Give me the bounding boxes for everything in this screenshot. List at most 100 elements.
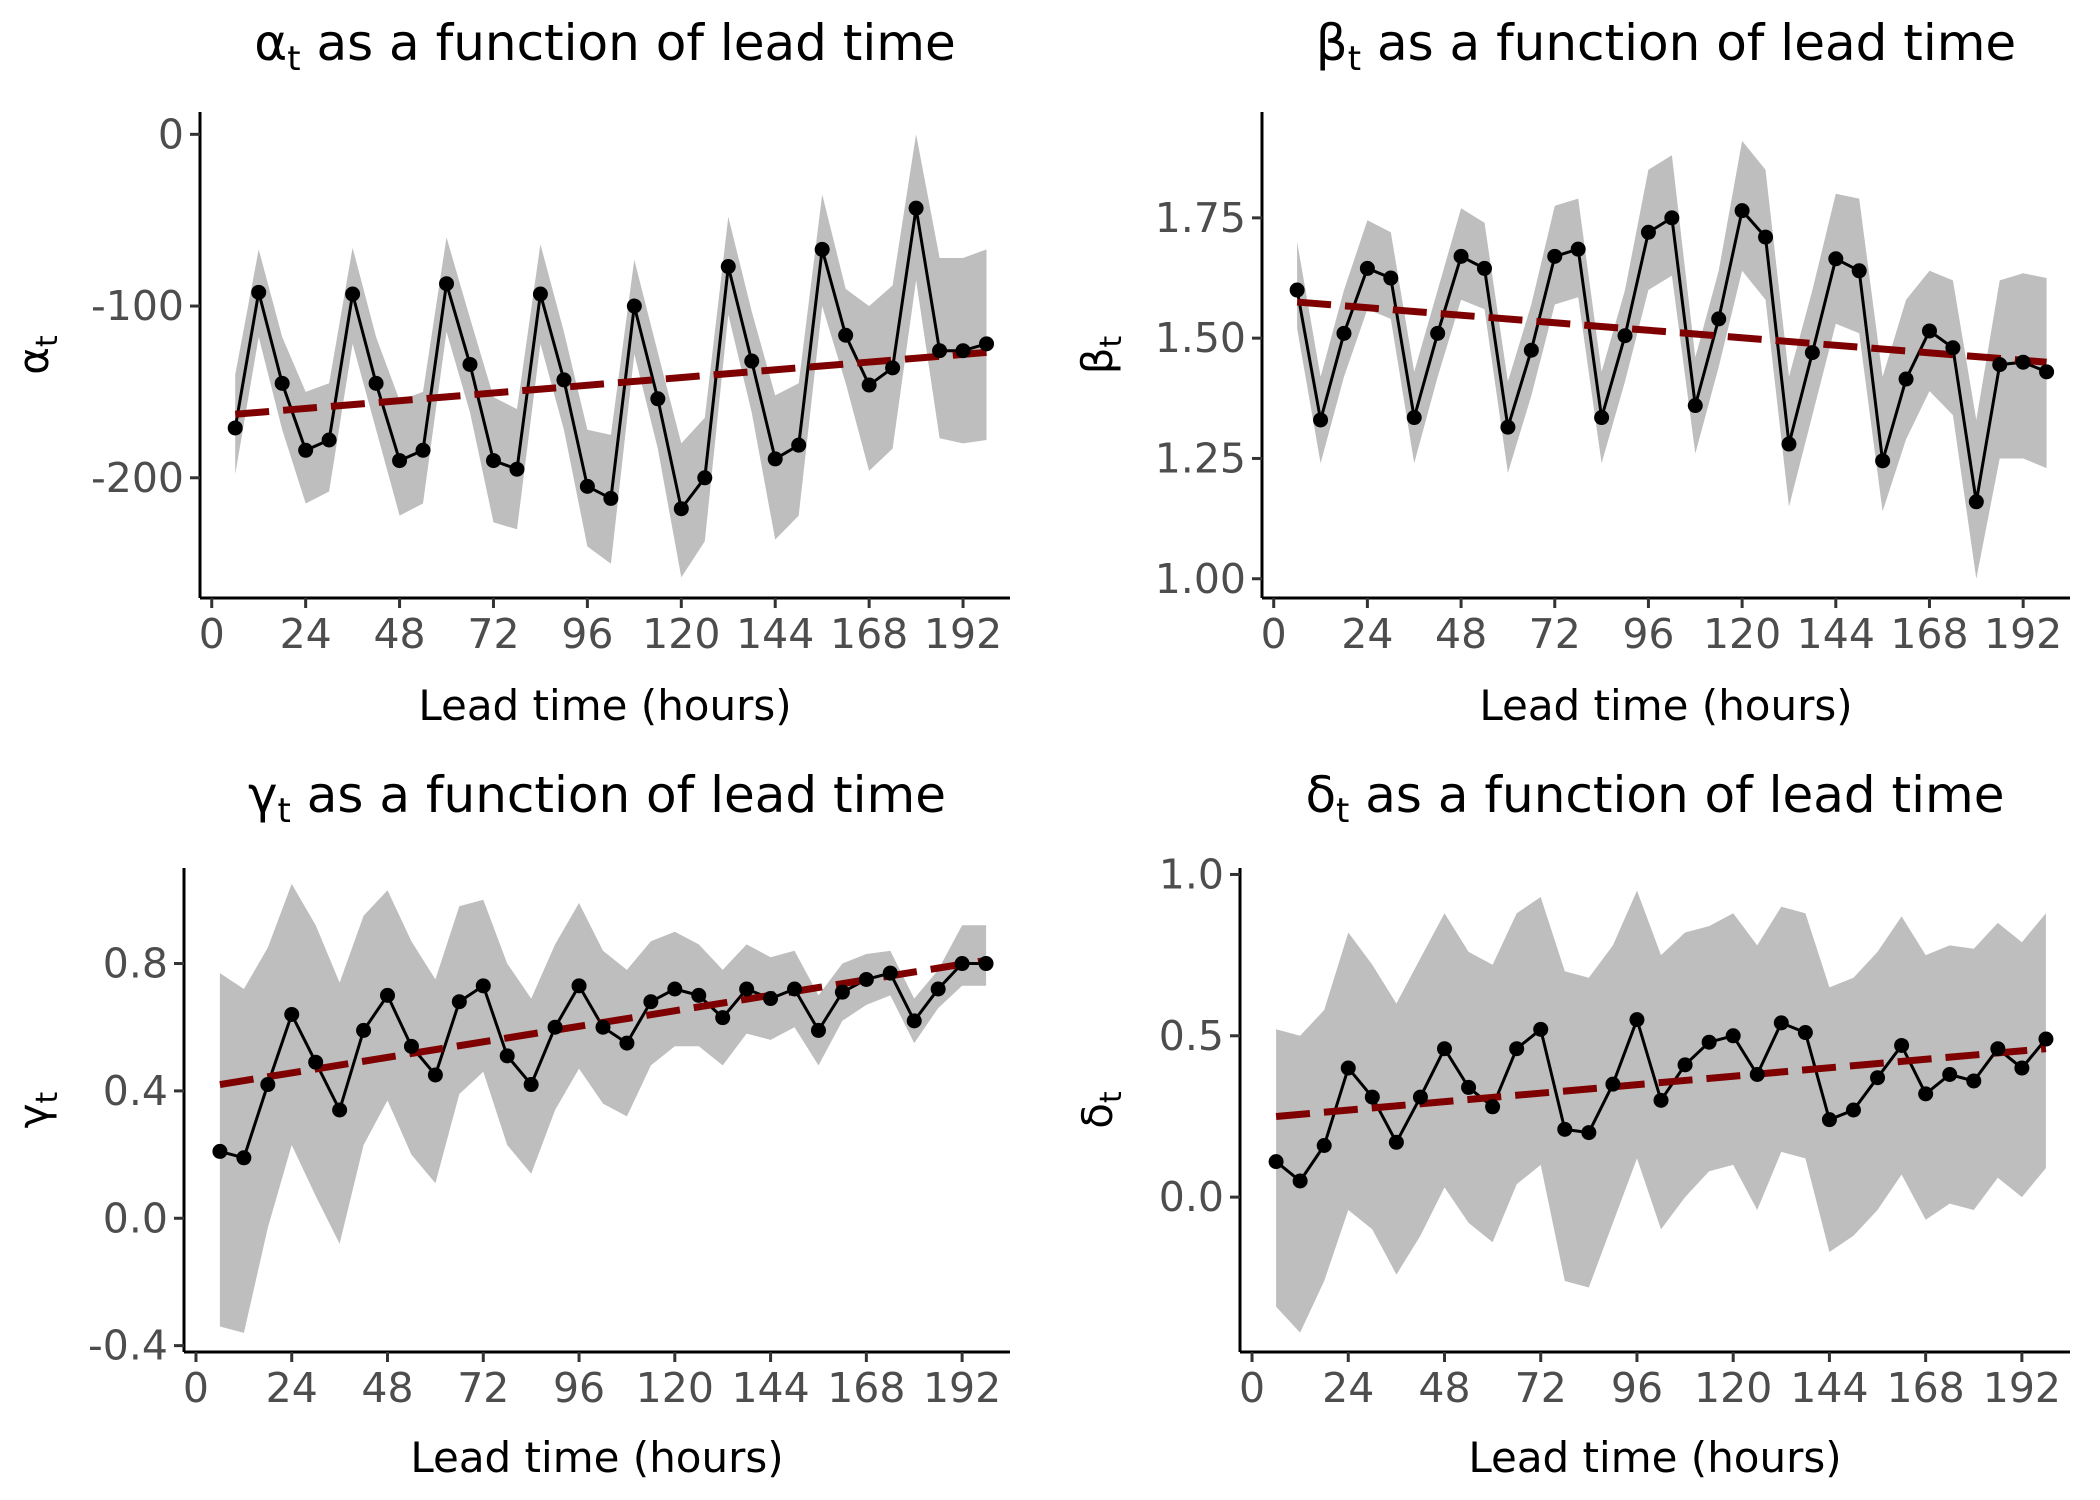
data-point — [332, 1102, 348, 1118]
x-tick-label: 48 — [373, 610, 425, 658]
data-point — [1870, 1070, 1886, 1086]
data-point — [1340, 1060, 1356, 1076]
data-point — [403, 1038, 419, 1054]
data-point — [720, 259, 736, 275]
trend-line — [1296, 298, 2047, 366]
title-symbol: β — [1316, 14, 1348, 72]
data-point — [979, 336, 995, 352]
y-tick-label: 1.25 — [1155, 434, 1246, 482]
data-point — [1476, 260, 1492, 276]
data-point — [523, 1077, 539, 1093]
data-point — [1918, 1086, 1934, 1102]
data-point — [1388, 1134, 1404, 1150]
data-point — [1268, 1154, 1284, 1170]
data-point — [650, 391, 666, 407]
data-point — [1921, 323, 1937, 339]
x-tick-label: 120 — [636, 1364, 714, 1412]
data-point — [955, 343, 971, 359]
y-tick-label: 0.0 — [103, 1194, 168, 1242]
data-point — [1758, 229, 1774, 245]
data-point — [1406, 410, 1422, 426]
data-point — [595, 1019, 611, 1035]
data-point — [626, 298, 642, 314]
data-point — [1749, 1067, 1765, 1083]
title-subscript: t — [287, 39, 300, 79]
y-axis-subscript: t — [1094, 335, 1129, 347]
data-point — [356, 1022, 372, 1038]
x-tick-label: 168 — [1890, 610, 1968, 658]
x-tick-label: 144 — [1790, 1364, 1868, 1412]
x-tick-label: 144 — [1797, 610, 1875, 658]
data-point — [451, 994, 467, 1010]
x-tick-label: 48 — [1418, 1364, 1470, 1412]
data-point — [858, 971, 874, 987]
y-tick-label: 1.50 — [1155, 314, 1246, 362]
data-point — [1687, 398, 1703, 414]
data-point — [1594, 410, 1610, 426]
data-point — [1711, 311, 1727, 327]
y-tick-label: 0.4 — [103, 1067, 168, 1115]
data-point — [1617, 328, 1633, 344]
x-tick-label: 0 — [199, 610, 225, 658]
data-point — [579, 478, 595, 494]
data-point — [2038, 1031, 2054, 1047]
data-point — [1821, 1112, 1837, 1128]
data-point — [1781, 436, 1797, 452]
data-point — [1581, 1125, 1597, 1141]
data-point — [547, 1019, 563, 1035]
data-point — [1461, 1079, 1477, 1095]
y-axis-symbol: α — [9, 347, 58, 375]
y-tick-label: -0.4 — [88, 1322, 168, 1370]
title-symbol: δ — [1305, 766, 1336, 824]
x-tick-label: 96 — [1611, 1364, 1663, 1412]
data-point — [532, 286, 548, 302]
data-point — [1383, 270, 1399, 286]
data-point — [380, 987, 396, 1003]
title-text: as a function of lead time — [291, 766, 946, 824]
confidence-band — [1276, 890, 2046, 1333]
y-axis-subscript: t — [30, 1091, 65, 1103]
x-tick-label: 24 — [1341, 610, 1393, 658]
data-point — [1942, 1067, 1958, 1083]
data-point — [978, 956, 994, 972]
data-point — [744, 353, 760, 369]
x-tick-label: 192 — [924, 610, 1002, 658]
data-point — [1851, 263, 1867, 279]
chart-panel-2: 0 24 48 72 96 120 144 168 192 1.00 1.25 1.50 1.75 βt … — [1073, 14, 2070, 730]
data-point — [251, 284, 267, 300]
data-point — [1436, 1041, 1452, 1057]
x-tick-label: 72 — [457, 1364, 509, 1412]
y-axis-title: βt — [1073, 335, 1129, 374]
data-point — [1664, 210, 1680, 226]
data-point — [791, 437, 807, 453]
data-point — [954, 956, 970, 972]
data-point — [1412, 1089, 1428, 1105]
data-point — [1509, 1041, 1525, 1057]
data-point — [1557, 1121, 1573, 1137]
x-axis-title: Lead time (hours) — [410, 1433, 783, 1482]
data-point — [1547, 248, 1563, 264]
data-point — [1966, 1073, 1982, 1089]
data-point — [787, 981, 803, 997]
data-point — [1828, 251, 1844, 267]
data-point — [1898, 371, 1914, 387]
data-point — [767, 451, 783, 467]
data-point — [1485, 1099, 1501, 1115]
chart-title: βt as a function of lead time — [1316, 14, 2016, 79]
data-point — [1968, 494, 1984, 510]
y-tick-label: 1.00 — [1155, 555, 1246, 603]
data-point — [1430, 325, 1446, 341]
x-tick-label: 96 — [1622, 610, 1674, 658]
data-point — [392, 453, 408, 469]
data-point — [415, 442, 431, 458]
y-tick-label: -100 — [91, 282, 184, 330]
data-point — [227, 420, 243, 436]
chart-title: γt as a function of lead time — [248, 766, 946, 831]
trend-line — [1275, 1045, 2047, 1120]
data-point — [236, 1150, 252, 1166]
title-symbol: γ — [248, 766, 278, 824]
data-point — [212, 1143, 228, 1159]
x-tick-label: 96 — [561, 610, 613, 658]
data-point — [1804, 345, 1820, 361]
